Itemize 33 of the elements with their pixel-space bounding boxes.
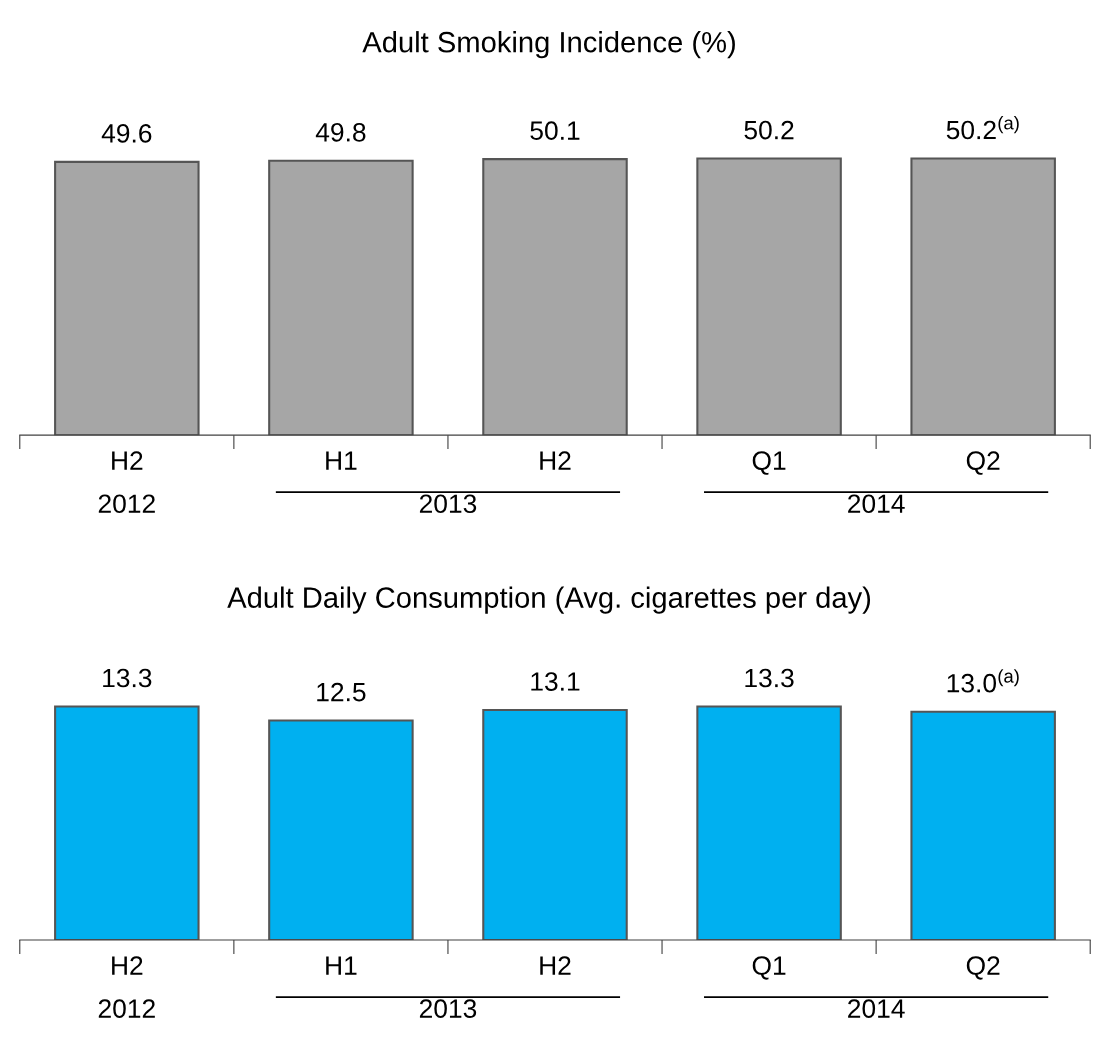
- text: 2014: [848, 494, 905, 514]
- x-tick-label: Q1: [752, 956, 786, 980]
- data-label: 50.1: [530, 121, 580, 140]
- bar: [54, 705, 200, 941]
- x-tick-label: Q1: [752, 451, 786, 475]
- chart-title: Adult Daily Consumption (Avg. cigarettes per day): [227, 586, 871, 614]
- data-label: 13.1: [531, 672, 580, 691]
- chart-title: Adult Smoking Incidence (%): [362, 31, 735, 59]
- x-tick-label: H1: [326, 451, 357, 470]
- bar: [696, 705, 842, 941]
- x-tick-label: H2: [112, 956, 143, 975]
- text: 2012: [98, 494, 155, 514]
- data-label: 13.0$^{(a)}$: [947, 669, 1019, 693]
- x-tick-label: Q2: [966, 451, 1000, 475]
- x-tick-label: Q2: [966, 956, 1000, 980]
- data-label: 49.6: [101, 124, 152, 143]
- data-label: 50.2: [744, 120, 794, 140]
- bar: [268, 719, 414, 941]
- bar: [482, 708, 628, 941]
- data-label: 49.8: [315, 122, 366, 142]
- data-label: 12.5: [317, 682, 366, 702]
- x-tick-label: H1: [326, 956, 357, 975]
- data-label: 50.2$^{(a)}$: [946, 115, 1019, 140]
- text: 2014: [848, 999, 905, 1018]
- text: 2013: [419, 999, 477, 1018]
- x-tick-label: H2: [112, 451, 143, 470]
- text: 2013: [419, 494, 477, 514]
- x-tick-label: H2: [540, 956, 571, 975]
- text: 2012: [98, 999, 155, 1018]
- bar: [910, 710, 1056, 941]
- data-label: 13.3: [745, 668, 794, 688]
- data-label: 13.3: [103, 668, 152, 688]
- x-tick-label: H2: [540, 451, 571, 470]
